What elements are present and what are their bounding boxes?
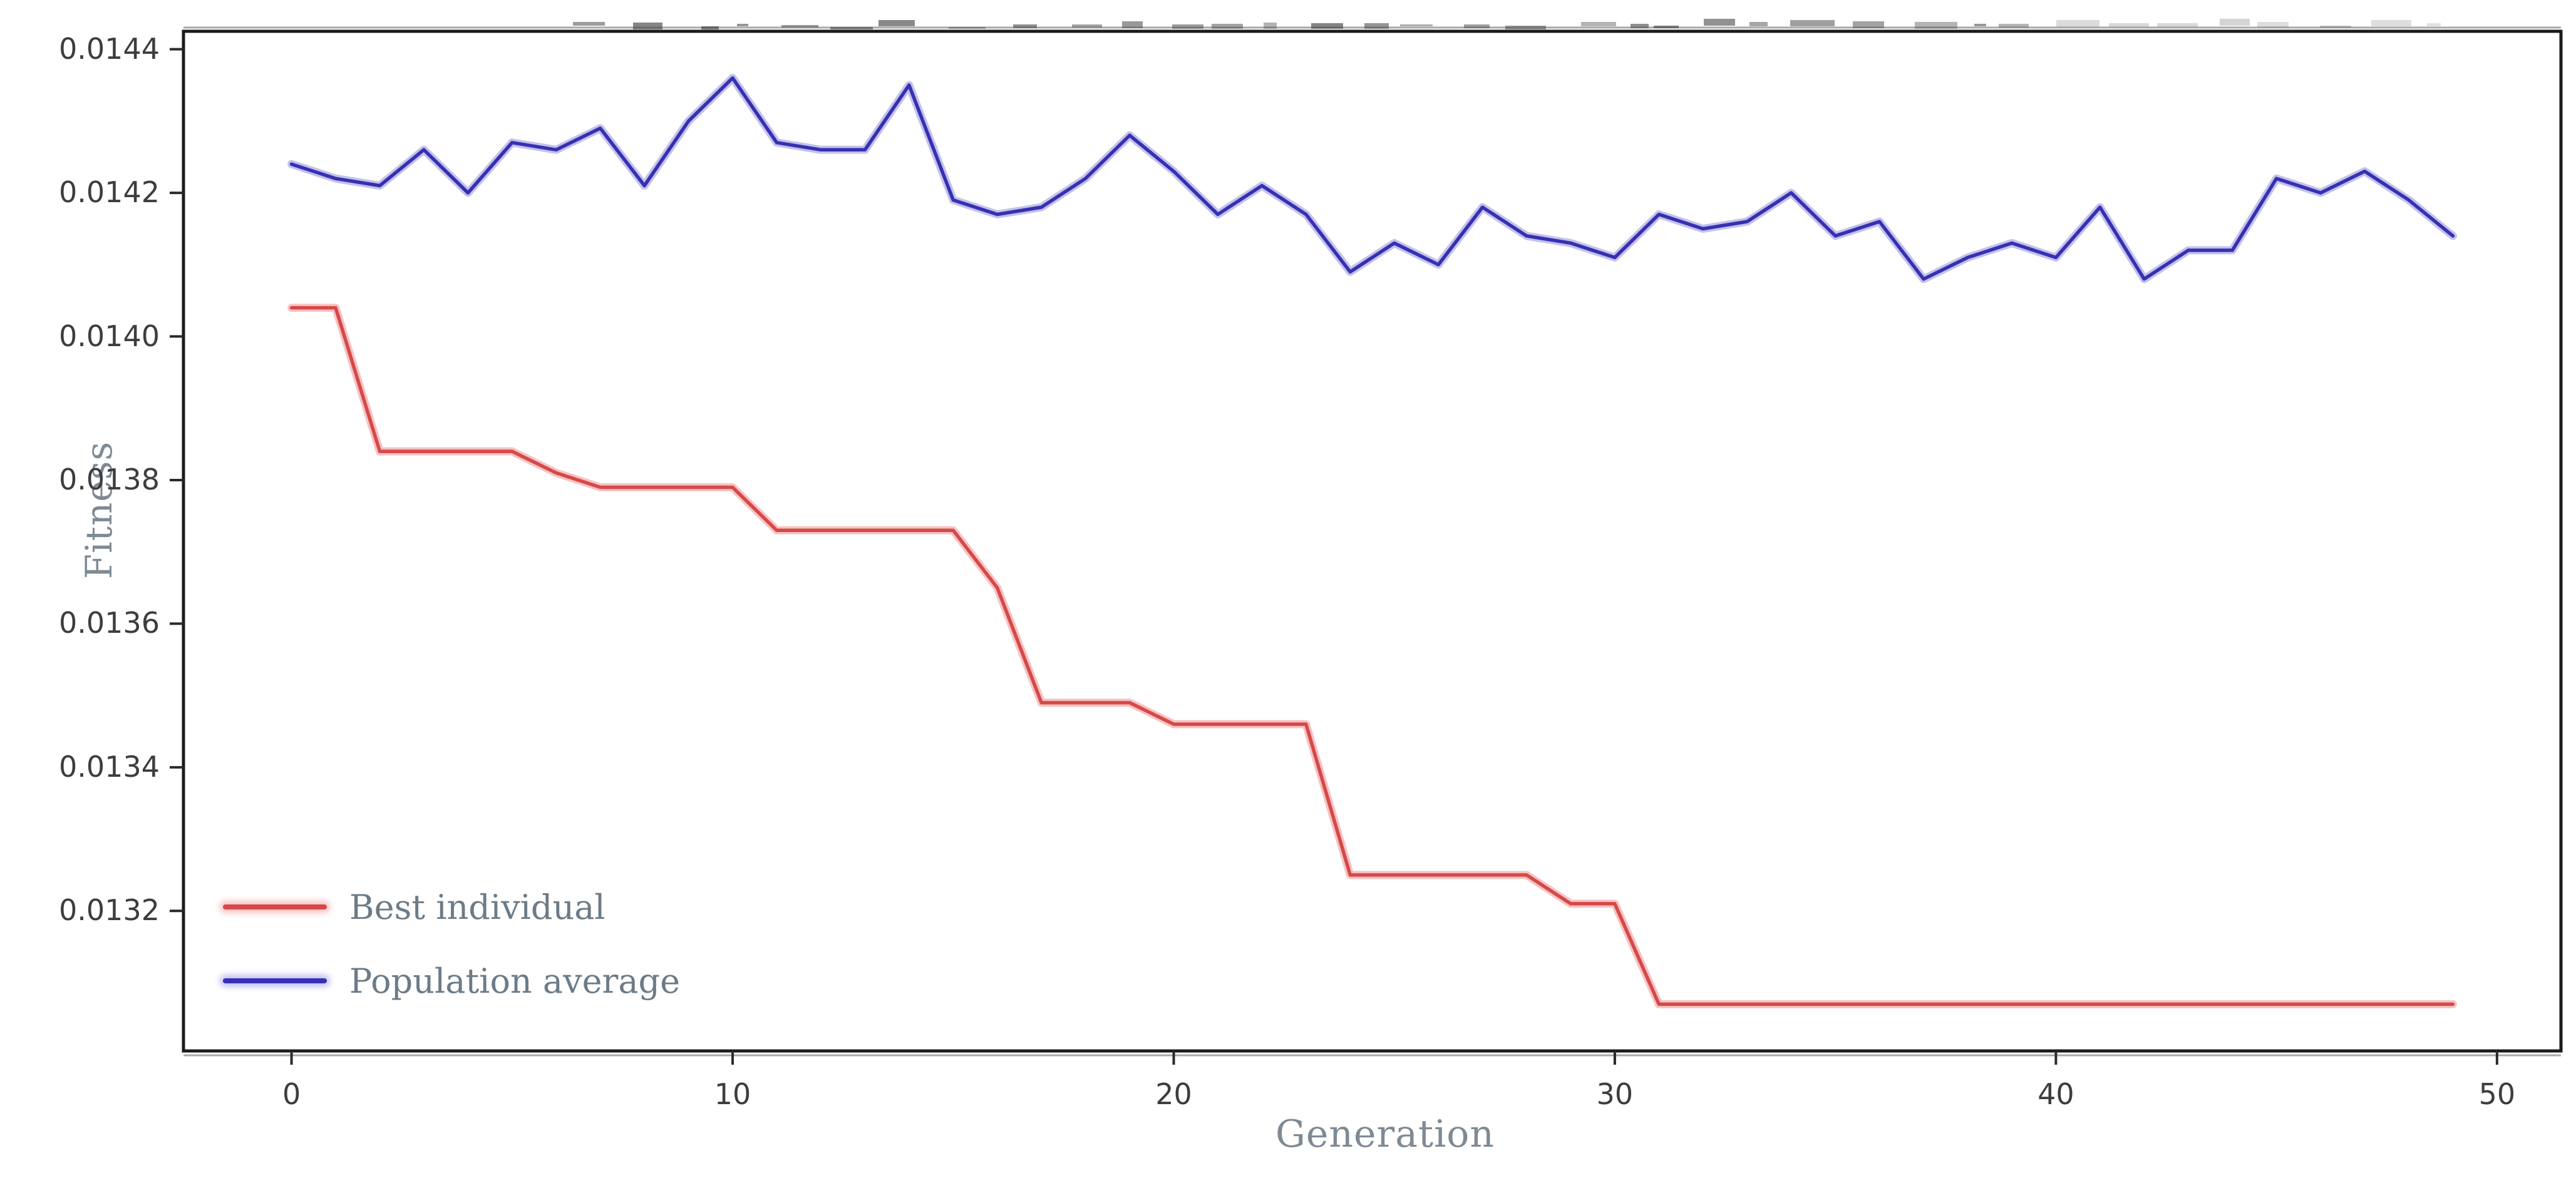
cropped-title-glyph — [1631, 24, 1649, 28]
axes-frame — [182, 29, 2563, 1053]
cropped-title-glyph — [2056, 20, 2099, 27]
x-tick-label: 50 — [2478, 1077, 2516, 1111]
y-tick-label: 0.0142 — [59, 175, 160, 210]
cropped-title-glyph — [1072, 24, 1102, 28]
cropped-title-glyph — [1581, 22, 1616, 26]
cropped-title-glyph — [2109, 23, 2149, 27]
cropped-title-glyph — [1364, 23, 1389, 29]
population-average-line-swatch — [223, 978, 327, 983]
cropped-title-glyph — [1400, 24, 1433, 26]
cropped-title-glyph — [1212, 24, 1243, 29]
legend-label-best-individual: Best individual — [349, 887, 605, 927]
cropped-title-glyph — [2371, 20, 2411, 26]
cropped-title-glyph — [1853, 21, 1884, 28]
cropped-title-glyph — [1172, 24, 1203, 29]
cropped-title-glyph — [1974, 24, 1986, 26]
legend-label-population-average: Population average — [349, 961, 681, 1001]
best-individual-line-swatch — [223, 904, 327, 909]
cropped-title-glyph — [1311, 23, 1343, 29]
cropped-title-glyph — [737, 24, 748, 26]
x-tick-label: 0 — [282, 1077, 301, 1111]
cropped-title-glyph — [1654, 26, 1679, 28]
cropped-title-glyph — [2427, 23, 2441, 26]
cropped-title-glyph — [1122, 21, 1143, 28]
y-tick-label: 0.0138 — [59, 462, 160, 496]
cropped-title-glyph — [1264, 23, 1277, 29]
cropped-title-glyph — [633, 23, 662, 29]
cropped-title-glyph — [1013, 24, 1037, 28]
cropped-title-glyph — [878, 20, 915, 26]
x-tick-label: 40 — [2038, 1077, 2074, 1111]
population-average-line-halo — [287, 74, 2457, 284]
cropped-title-glyph — [701, 26, 719, 29]
best-individual-line — [289, 305, 2455, 1006]
x-tick-label: 30 — [1596, 1077, 1634, 1111]
cropped-title-glyph — [1464, 24, 1490, 28]
y-tick-label: 0.0134 — [59, 749, 160, 784]
x-axis-title: Generation — [1275, 1112, 1495, 1156]
y-tick-label: 0.0136 — [59, 606, 160, 640]
x-tick-label: 20 — [1155, 1077, 1192, 1111]
legend: Best individual Population average — [223, 884, 680, 1004]
cropped-title-glyph — [830, 27, 873, 29]
population-average-line — [289, 76, 2455, 281]
y-tick-label: 0.0144 — [59, 31, 160, 66]
cropped-title-glyph — [2157, 23, 2198, 27]
cropped-title-glyph — [2257, 22, 2289, 28]
x-tick-label: 10 — [714, 1077, 751, 1111]
cropped-title-glyph — [1704, 19, 1735, 26]
y-tick-label: 0.0132 — [59, 893, 160, 928]
cropped-title-glyph — [1505, 26, 1546, 29]
cropped-title-glyph — [2220, 19, 2250, 26]
cropped-title-glyph — [1749, 22, 1768, 26]
legend-item-best-individual: Best individual — [223, 884, 680, 930]
y-tick-label: 0.0140 — [59, 319, 160, 353]
legend-item-population-average: Population average — [223, 958, 680, 1004]
cropped-title-glyph — [1915, 22, 1957, 29]
y-axis-title: Fitness — [78, 441, 120, 580]
cropped-title-glyph — [781, 25, 818, 28]
cropped-title-glyph — [949, 27, 986, 29]
cropped-title-glyph — [573, 22, 605, 26]
cropped-title-glyph — [2320, 26, 2351, 28]
cropped-title-glyph — [1790, 20, 1835, 26]
cropped-title-glyph — [1999, 24, 2029, 28]
